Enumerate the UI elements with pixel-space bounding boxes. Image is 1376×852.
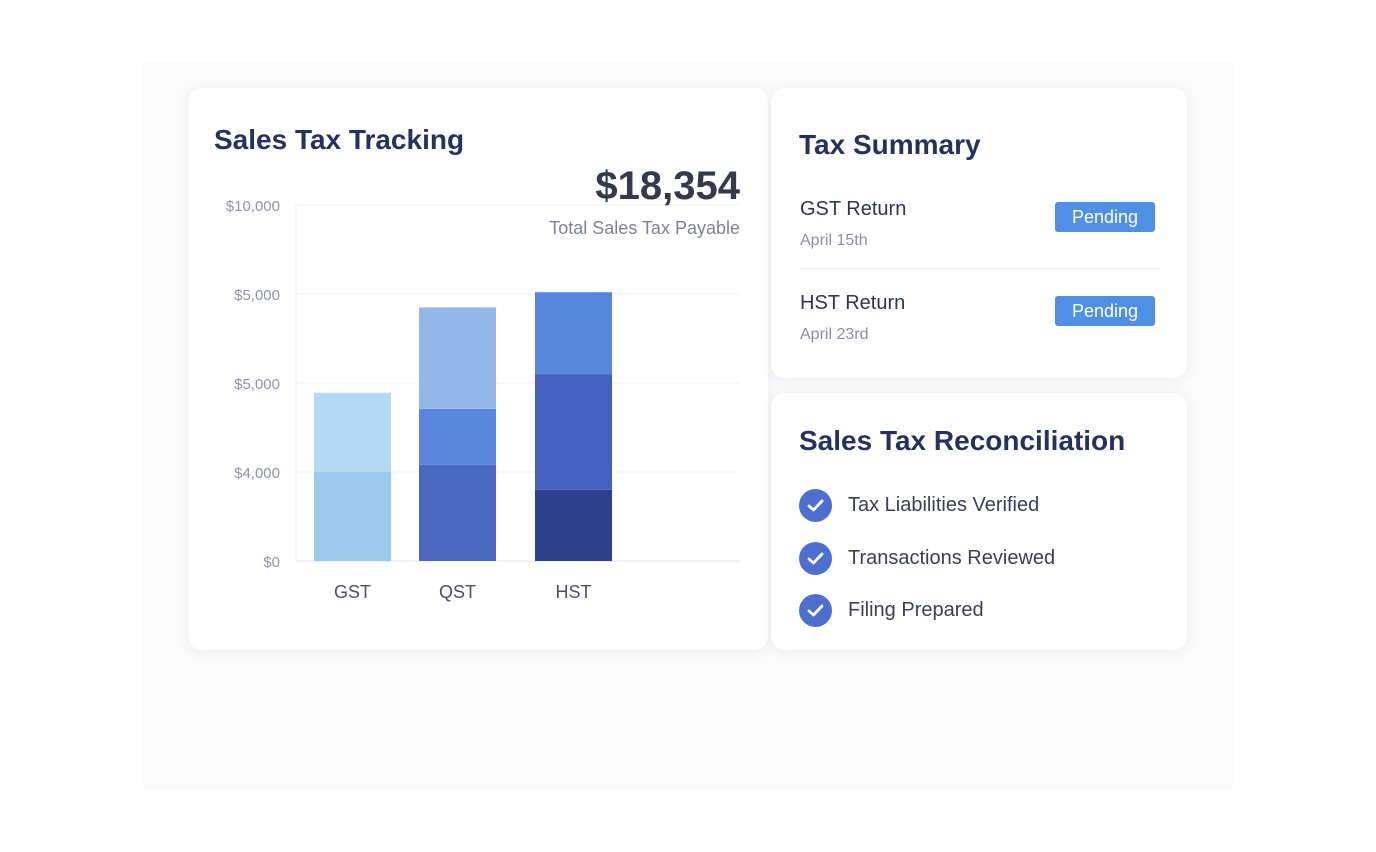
- reconciliation-title: Sales Tax Reconciliation: [799, 425, 1126, 456]
- return-name: HST Return: [800, 292, 906, 314]
- bar-segment-qst[interactable]: [419, 464, 496, 561]
- total-tax-label: Total Sales Tax Payable: [549, 218, 740, 238]
- gst-return-item[interactable]: GST Return April 15th Pending: [799, 198, 1159, 268]
- total-tax-value: $18,354: [595, 164, 740, 208]
- x-category-label: GST: [334, 582, 371, 602]
- sales-tax-reconciliation-card: Sales Tax Reconciliation Tax Liabilities…: [771, 393, 1187, 650]
- bar-segment-qst[interactable]: [419, 307, 496, 409]
- status-badge[interactable]: Pending: [1055, 296, 1155, 326]
- x-category-label: QST: [439, 582, 476, 602]
- return-date: April 15th: [800, 232, 868, 249]
- check-circle-icon: [799, 542, 832, 575]
- chart-title: Sales Tax Tracking: [214, 124, 465, 155]
- checklist-item: Filing Prepared: [799, 594, 1159, 628]
- sales-tax-chart: $0 $4,000 $5,000 $5,000 $10,000 GST QST HST: [226, 198, 740, 602]
- bar-segment-gst[interactable]: [314, 392, 391, 472]
- checklist-item: Transactions Reviewed: [799, 542, 1159, 576]
- hst-return-item[interactable]: HST Return April 23rd Pending: [799, 292, 1159, 362]
- y-tick-label: $10,000: [226, 198, 280, 215]
- sales-tax-tracking-card: Sales Tax Tracking $0 $4,000 $5,000 $5,000 $…: [188, 88, 768, 650]
- y-tick-label: $0: [263, 554, 280, 571]
- status-badge[interactable]: Pending: [1055, 202, 1155, 232]
- check-circle-icon: [799, 594, 832, 627]
- y-tick-label: $5,000: [234, 287, 280, 304]
- bar-segment-qst[interactable]: [419, 408, 496, 465]
- checklist-item: Tax Liabilities Verified: [799, 489, 1159, 523]
- bar-segment-hst[interactable]: [535, 489, 612, 561]
- bar-segment-hst[interactable]: [535, 292, 612, 375]
- checklist-label: Transactions Reviewed: [848, 547, 1056, 569]
- check-circle-icon: [799, 489, 832, 522]
- divider: [799, 268, 1159, 269]
- tax-summary-title: Tax Summary: [799, 129, 981, 160]
- return-date: April 23rd: [800, 326, 869, 343]
- bar-segment-hst[interactable]: [535, 374, 612, 490]
- return-name: GST Return: [800, 198, 907, 220]
- tax-summary-card: Tax Summary GST Return April 15th Pendin…: [771, 88, 1187, 378]
- checklist-label: Tax Liabilities Verified: [848, 494, 1040, 516]
- y-tick-label: $5,000: [234, 376, 280, 393]
- x-category-label: HST: [556, 582, 592, 602]
- checklist-label: Filing Prepared: [848, 599, 984, 621]
- y-tick-label: $4,000: [234, 465, 280, 482]
- bar-segment-gst[interactable]: [314, 472, 391, 561]
